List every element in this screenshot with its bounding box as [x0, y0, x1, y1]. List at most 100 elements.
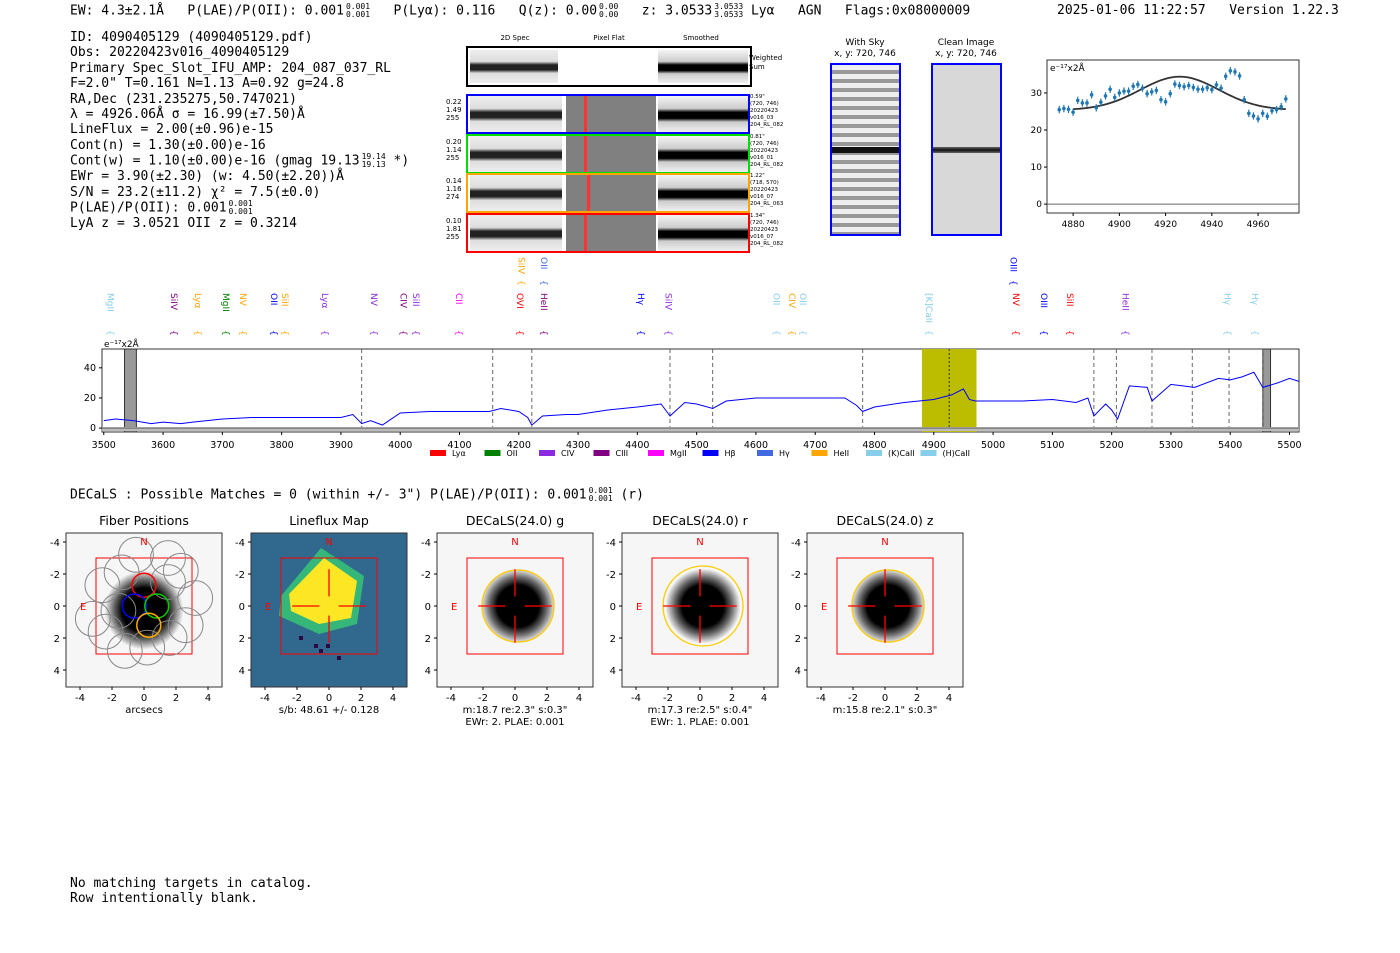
x-tick-label: -2: [292, 693, 302, 704]
y-tick-label: 20: [1031, 126, 1043, 136]
line-marker-brace: {: [1249, 330, 1259, 336]
x-tick-label: 2: [358, 693, 364, 704]
weighted-sum-row: [466, 46, 752, 87]
x-tick-label: -4: [260, 693, 270, 704]
legend-label: MgII: [670, 449, 687, 458]
line-marker-brace: {: [538, 330, 548, 336]
legend-label: Hγ: [779, 449, 790, 458]
panel-title: DECaLS(24.0) g: [466, 513, 564, 528]
line-marker-brace: {: [514, 330, 524, 336]
line-marker-brace: {: [268, 330, 278, 336]
data-point: [1089, 93, 1094, 97]
data-point: [1126, 89, 1131, 93]
plya: P(Lyα): 0.116: [393, 3, 496, 19]
x-tick-label: 3500: [92, 440, 116, 451]
decals-hi: 0.001: [588, 486, 613, 495]
legend-label: (H)CaII: [943, 449, 970, 458]
emission-line-label: SiII: [279, 293, 289, 307]
data-point: [1284, 97, 1288, 101]
legend-swatch: [484, 450, 501, 456]
aperture-box: [836, 557, 934, 655]
spec2d-row-meta: 1.34" (720, 746) 20220423 v016_07 204_RL_082: [750, 213, 783, 248]
emission-line-label: OII: [268, 293, 278, 305]
footer-line-2: Row intentionally blank.: [70, 891, 258, 906]
emission-line-label: MgII: [105, 293, 115, 312]
stat: 274: [446, 193, 460, 202]
emission-line-label: NV: [368, 293, 378, 307]
x-tick-label: 4400: [625, 440, 649, 451]
emission-line-label: OII: [538, 257, 548, 269]
emission-line-label: SiIV: [663, 293, 673, 311]
meta: 0.59": [750, 94, 765, 100]
x-tick-label: 5400: [1218, 440, 1242, 451]
panel-title: Fiber Positions: [99, 513, 189, 528]
info-plae: P(LAE)/P(OII): 0.001 0.001 0.001: [70, 200, 409, 216]
ew: EW: 4.3±2.1Å: [70, 3, 164, 19]
data-point: [1112, 95, 1117, 100]
fiber-circle: [167, 607, 204, 644]
line-marker-brace: {: [398, 330, 408, 336]
line-marker-brace: {: [635, 330, 645, 336]
data-point: [1214, 83, 1219, 87]
selected-fiber-circle: [136, 612, 162, 638]
line-marker-brace: {: [237, 330, 247, 336]
data-point: [1149, 90, 1154, 94]
line-marker-brace: {: [1064, 330, 1074, 336]
y-tick-label: -2: [791, 570, 801, 581]
north-label: N: [696, 537, 703, 548]
header-bar: EW: 4.3±2.1Å P(LAE)/P(OII): 0.001 0.001 0.…: [70, 3, 970, 19]
y-tick-label: 0: [795, 602, 801, 613]
y-tick-label: 0: [239, 602, 245, 613]
x-tick-label: 0: [882, 693, 888, 704]
meta: 20220423: [750, 108, 778, 114]
line-marker-brace: {: [105, 330, 115, 336]
east-label: E: [80, 602, 86, 613]
meta: v016_01: [750, 154, 774, 161]
meta: 0.81": [750, 133, 765, 140]
y-axis-label: e⁻¹⁷x2Å: [104, 338, 140, 350]
info-block: ID: 4090405129 (4090405129.pdf) Obs: 2022…: [70, 30, 409, 231]
data-point: [1223, 74, 1228, 79]
selected-fiber-circle: [144, 593, 170, 619]
y-tick-label: -4: [791, 538, 801, 549]
line-marker-brace: {: [319, 330, 329, 336]
info-line: F=2.0" T=0.161 N=1.13 A=0.92 g=24.8: [70, 76, 344, 92]
line-marker-brace: {: [368, 330, 378, 336]
panel-caption: m:15.8 re:2.1" s:0.3": [833, 705, 938, 716]
y-tick-label: 2: [239, 634, 245, 645]
decals-lo: 0.001: [588, 494, 613, 503]
stat: 1.14: [446, 145, 462, 154]
decals-end: (r): [620, 487, 644, 503]
footer-line-1: No matching targets in catalog.: [70, 876, 313, 891]
y-tick-label: 4: [425, 666, 431, 677]
plot-frame: [101, 348, 1300, 433]
line-marker-brace: {: [923, 330, 933, 336]
qz-lo: 0.00: [599, 10, 619, 19]
emission-line-label: NV: [237, 293, 247, 307]
cutout-panel: DECaLS(24.0) g N E -4 4 -2 2 0 0 2 -2 4 -4 m:18.7 re:…: [421, 513, 594, 725]
redshift: z: 3.0533: [641, 3, 713, 19]
line-marker-brace: {: [1008, 280, 1018, 286]
timestamp-version: 2025-01-06 11:22:57 Version 1.22.3: [1057, 3, 1339, 18]
fiber-circle: [106, 632, 143, 669]
info-line: ID: 4090405129 (4090405129.pdf): [70, 30, 313, 45]
stat: 1.81: [446, 225, 462, 234]
legend-swatch: [702, 450, 719, 456]
x-tick-label: 3600: [151, 440, 175, 451]
cutout-panels: Fiber Positions N E -4 4 -2 2 0 0 2 -2 4 -4 arcsecs Li…: [50, 513, 964, 725]
legend-swatch: [430, 450, 446, 456]
north-label: N: [325, 537, 332, 548]
x-tick-label: -4: [75, 693, 85, 704]
line-marker-brace: {: [1120, 330, 1130, 336]
plae-lo: 0.001: [345, 10, 371, 19]
line-marker-brace: {: [516, 280, 526, 286]
data-point: [1085, 101, 1089, 105]
stat: 255: [446, 114, 460, 122]
stat: 0.14: [446, 177, 462, 186]
legend-swatch: [593, 450, 610, 456]
spec2d-row: [466, 213, 750, 254]
x-tick-label: 5200: [1100, 440, 1124, 451]
data-point: [1256, 117, 1260, 121]
line-marker-brace: {: [168, 330, 178, 336]
x-tick-label: 4100: [447, 440, 471, 451]
